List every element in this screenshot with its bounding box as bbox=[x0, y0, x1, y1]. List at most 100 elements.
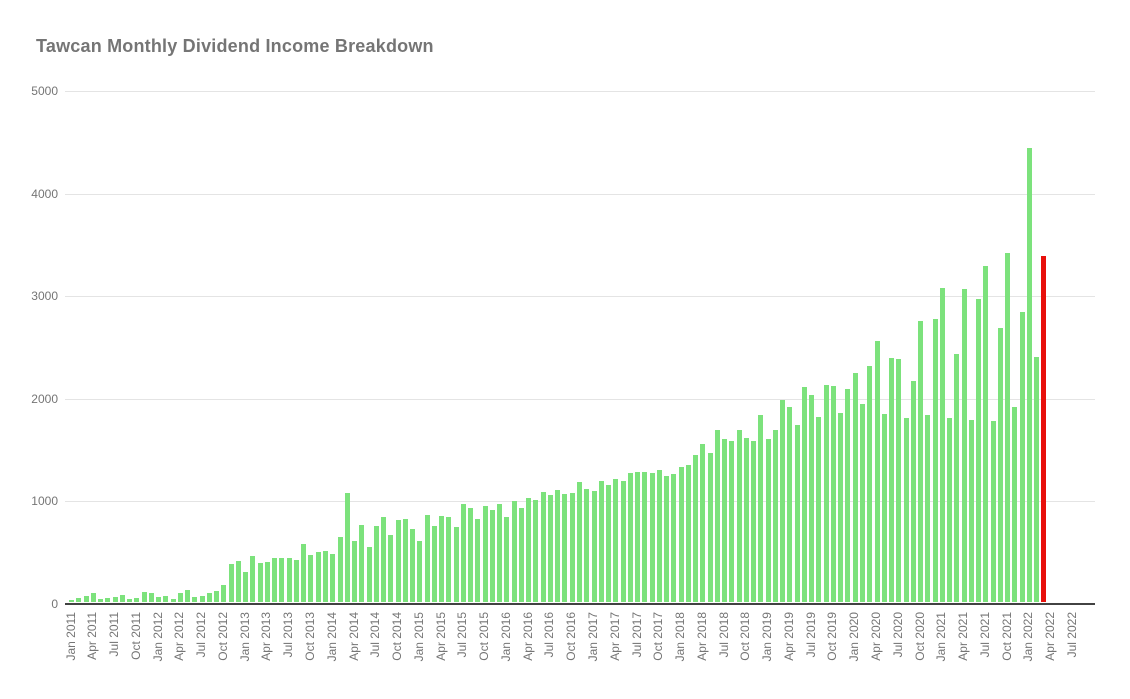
bar[interactable] bbox=[700, 444, 706, 602]
bar[interactable] bbox=[714, 430, 720, 602]
bar[interactable] bbox=[547, 495, 553, 602]
bar[interactable] bbox=[584, 489, 590, 602]
bar[interactable] bbox=[352, 541, 358, 602]
bar[interactable] bbox=[119, 595, 125, 602]
bar[interactable] bbox=[402, 519, 408, 602]
bar[interactable] bbox=[787, 407, 793, 602]
bar[interactable] bbox=[606, 485, 612, 602]
bar[interactable] bbox=[199, 596, 205, 602]
bar[interactable] bbox=[330, 554, 336, 602]
bar[interactable] bbox=[743, 438, 749, 602]
bar[interactable] bbox=[235, 561, 241, 602]
bar[interactable] bbox=[359, 525, 365, 602]
bar[interactable] bbox=[976, 299, 982, 602]
bar[interactable] bbox=[678, 467, 684, 602]
bar[interactable] bbox=[526, 498, 532, 602]
bar[interactable] bbox=[69, 600, 74, 602]
bar[interactable] bbox=[1026, 148, 1032, 602]
bar[interactable] bbox=[620, 481, 626, 602]
bar[interactable] bbox=[301, 544, 307, 602]
bar[interactable] bbox=[76, 598, 82, 602]
bar[interactable] bbox=[838, 413, 844, 602]
bar[interactable] bbox=[504, 517, 510, 602]
bar[interactable] bbox=[511, 501, 517, 602]
bar[interactable] bbox=[685, 465, 691, 602]
bar[interactable] bbox=[896, 359, 902, 602]
bar[interactable] bbox=[830, 386, 836, 602]
bar[interactable] bbox=[889, 358, 895, 602]
bar[interactable] bbox=[206, 593, 212, 602]
bar[interactable] bbox=[272, 558, 278, 602]
bar[interactable] bbox=[308, 555, 314, 602]
bar[interactable] bbox=[192, 597, 198, 602]
bar[interactable] bbox=[221, 585, 227, 602]
bar[interactable] bbox=[337, 537, 343, 602]
bar[interactable] bbox=[562, 494, 568, 602]
bar[interactable] bbox=[1005, 253, 1011, 602]
bar[interactable] bbox=[635, 472, 641, 602]
bar[interactable] bbox=[170, 599, 176, 602]
bar[interactable] bbox=[127, 599, 133, 602]
bar[interactable] bbox=[867, 366, 873, 602]
bar[interactable] bbox=[751, 441, 757, 602]
bar[interactable] bbox=[424, 515, 430, 602]
bar[interactable] bbox=[656, 470, 662, 602]
bar[interactable] bbox=[431, 526, 437, 602]
bar[interactable] bbox=[468, 508, 474, 602]
bar[interactable] bbox=[758, 415, 764, 602]
bar[interactable] bbox=[932, 319, 938, 602]
bar[interactable] bbox=[148, 593, 154, 602]
bar[interactable] bbox=[322, 551, 328, 602]
bar[interactable] bbox=[243, 572, 249, 602]
bar[interactable] bbox=[489, 510, 495, 602]
bar[interactable] bbox=[852, 373, 858, 602]
bar[interactable] bbox=[591, 491, 597, 602]
bar[interactable] bbox=[475, 519, 481, 602]
bar[interactable] bbox=[395, 520, 401, 602]
bar[interactable] bbox=[772, 430, 778, 602]
bar[interactable] bbox=[453, 527, 459, 602]
bar[interactable] bbox=[388, 535, 394, 602]
bar[interactable] bbox=[105, 598, 111, 602]
bar[interactable] bbox=[257, 563, 263, 602]
bar[interactable] bbox=[518, 508, 524, 602]
bar[interactable] bbox=[228, 564, 234, 602]
bar[interactable] bbox=[925, 415, 931, 602]
bar[interactable] bbox=[1019, 312, 1025, 602]
bar[interactable] bbox=[664, 476, 670, 602]
bar[interactable] bbox=[373, 526, 379, 602]
bar[interactable] bbox=[410, 529, 416, 602]
bar[interactable] bbox=[1012, 407, 1018, 602]
bar[interactable] bbox=[729, 441, 735, 602]
bar[interactable] bbox=[185, 590, 191, 602]
bar[interactable] bbox=[250, 556, 256, 602]
bar[interactable] bbox=[722, 439, 728, 602]
bar[interactable] bbox=[533, 500, 539, 602]
bar[interactable] bbox=[141, 592, 147, 602]
bar[interactable] bbox=[540, 492, 546, 602]
bar[interactable] bbox=[569, 493, 575, 602]
bar[interactable] bbox=[293, 560, 299, 602]
bar[interactable] bbox=[765, 439, 771, 602]
bar[interactable] bbox=[939, 288, 945, 602]
bar[interactable] bbox=[881, 414, 887, 602]
bar[interactable] bbox=[693, 455, 699, 602]
bar[interactable] bbox=[417, 541, 423, 602]
bar[interactable] bbox=[381, 517, 387, 602]
bar[interactable] bbox=[903, 418, 909, 602]
bar[interactable] bbox=[134, 598, 140, 602]
bar[interactable] bbox=[555, 490, 561, 602]
bar[interactable] bbox=[823, 385, 829, 602]
bar[interactable] bbox=[439, 516, 445, 602]
bar[interactable] bbox=[366, 547, 372, 602]
bar[interactable] bbox=[627, 473, 633, 602]
bar[interactable] bbox=[279, 558, 285, 602]
bar[interactable] bbox=[482, 506, 488, 602]
bar[interactable] bbox=[968, 420, 974, 602]
bar[interactable] bbox=[816, 417, 822, 602]
bar[interactable] bbox=[177, 593, 183, 602]
bar[interactable] bbox=[446, 517, 452, 602]
bar[interactable] bbox=[264, 562, 270, 602]
bar[interactable] bbox=[874, 341, 880, 602]
bar[interactable] bbox=[845, 389, 851, 602]
